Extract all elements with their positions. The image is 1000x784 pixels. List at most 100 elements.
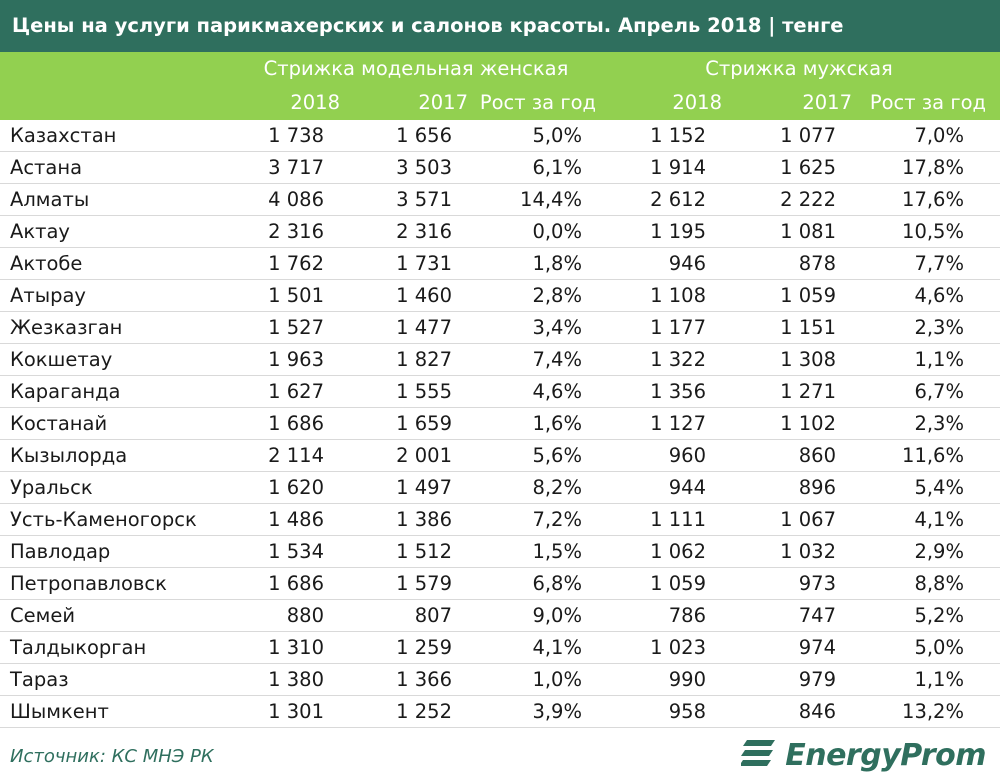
cell-m2018: 1 062 xyxy=(650,540,706,563)
group-header-row: Стрижка модельная женская Стрижка мужска… xyxy=(0,52,1000,86)
region-name: Караганда xyxy=(10,380,121,403)
region-name: Актобе xyxy=(10,252,83,275)
cell-wg: 9,0% xyxy=(532,604,582,627)
cell-w2017: 2 001 xyxy=(396,444,452,467)
region-name: Усть-Каменогорск xyxy=(10,508,197,531)
cell-w2017: 1 477 xyxy=(396,316,452,339)
table-row: Кызылорда 2 114 2 001 5,6% 960 860 11,6% xyxy=(0,440,1000,472)
cell-w2018: 880 xyxy=(286,604,324,627)
table-row: Уральск 1 620 1 497 8,2% 944 896 5,4% xyxy=(0,472,1000,504)
cell-wg: 1,6% xyxy=(532,412,582,435)
cell-m2017: 1 067 xyxy=(780,508,836,531)
region-name: Павлодар xyxy=(10,540,111,563)
cell-mg: 5,0% xyxy=(914,636,964,659)
table-row: Актау 2 316 2 316 0,0% 1 195 1 081 10,5% xyxy=(0,216,1000,248)
cell-wg: 14,4% xyxy=(520,188,582,211)
header-spacer xyxy=(0,86,228,120)
cell-w2017: 1 659 xyxy=(396,412,452,435)
subheader-growth-women: Рост за год xyxy=(479,91,596,114)
cell-w2017: 3 571 xyxy=(396,188,452,211)
region-name: Петропавловск xyxy=(10,572,167,595)
cell-mg: 7,0% xyxy=(914,124,964,147)
cell-mg: 2,3% xyxy=(914,316,964,339)
title-bar: Цены на услуги парикмахерских и салонов … xyxy=(0,0,1000,52)
cell-m2017: 979 xyxy=(798,668,836,691)
cell-w2017: 1 259 xyxy=(396,636,452,659)
region-name: Жезказган xyxy=(10,316,123,339)
cell-w2018: 1 310 xyxy=(268,636,324,659)
cell-wg: 4,1% xyxy=(532,636,582,659)
cell-m2017: 1 102 xyxy=(780,412,836,435)
cell-mg: 8,8% xyxy=(914,572,964,595)
cell-w2018: 1 380 xyxy=(268,668,324,691)
cell-mg: 6,7% xyxy=(914,380,964,403)
cell-w2017: 2 316 xyxy=(396,220,452,243)
cell-w2018: 4 086 xyxy=(268,188,324,211)
subheader-2018-men: 2018 xyxy=(672,91,722,114)
region-name: Шымкент xyxy=(10,700,109,723)
source-note: Источник: КС МНЭ РК xyxy=(10,746,214,767)
group-men-haircut: Стрижка мужская xyxy=(705,57,893,80)
table-row: Казахстан 1 738 1 656 5,0% 1 152 1 077 7,0% xyxy=(0,120,1000,152)
table-row: Костанай 1 686 1 659 1,6% 1 127 1 102 2,3% xyxy=(0,408,1000,440)
cell-w2017: 1 827 xyxy=(396,348,452,371)
cell-m2017: 1 271 xyxy=(780,380,836,403)
cell-m2017: 1 151 xyxy=(780,316,836,339)
cell-mg: 7,7% xyxy=(914,252,964,275)
cell-w2017: 1 656 xyxy=(396,124,452,147)
cell-m2018: 990 xyxy=(668,668,706,691)
cell-wg: 5,6% xyxy=(532,444,582,467)
cell-mg: 2,3% xyxy=(914,412,964,435)
cell-wg: 2,8% xyxy=(532,284,582,307)
cell-wg: 4,6% xyxy=(532,380,582,403)
cell-w2018: 1 620 xyxy=(268,476,324,499)
cell-wg: 6,1% xyxy=(532,156,582,179)
cell-m2018: 958 xyxy=(668,700,706,723)
table-row: Алматы 4 086 3 571 14,4% 2 612 2 222 17,6% xyxy=(0,184,1000,216)
region-name: Костанай xyxy=(10,412,108,435)
cell-m2017: 1 032 xyxy=(780,540,836,563)
group-women-haircut: Стрижка модельная женская xyxy=(263,57,569,80)
cell-m2017: 846 xyxy=(798,700,836,723)
cell-m2018: 960 xyxy=(668,444,706,467)
header-spacer xyxy=(0,52,228,86)
cell-wg: 8,2% xyxy=(532,476,582,499)
cell-w2018: 1 486 xyxy=(268,508,324,531)
cell-m2017: 973 xyxy=(798,572,836,595)
cell-wg: 3,4% xyxy=(532,316,582,339)
cell-mg: 13,2% xyxy=(902,700,964,723)
cell-wg: 1,0% xyxy=(532,668,582,691)
cell-w2017: 807 xyxy=(414,604,452,627)
region-name: Казахстан xyxy=(10,124,117,147)
region-name: Тараз xyxy=(10,668,69,691)
subheader-row: 2018 2017 Рост за год 2018 2017 Рост за … xyxy=(0,86,1000,120)
cell-mg: 5,4% xyxy=(914,476,964,499)
cell-wg: 5,0% xyxy=(532,124,582,147)
region-name: Актау xyxy=(10,220,70,243)
cell-m2017: 1 308 xyxy=(780,348,836,371)
region-name: Астана xyxy=(10,156,83,179)
cell-w2017: 3 503 xyxy=(396,156,452,179)
table-row: Актобе 1 762 1 731 1,8% 946 878 7,7% xyxy=(0,248,1000,280)
cell-wg: 7,2% xyxy=(532,508,582,531)
cell-mg: 1,1% xyxy=(914,348,964,371)
region-name: Талдыкорган xyxy=(10,636,147,659)
cell-m2017: 896 xyxy=(798,476,836,499)
logo-text: EnergyProm xyxy=(785,737,986,773)
cell-m2017: 2 222 xyxy=(780,188,836,211)
table-header: Стрижка модельная женская Стрижка мужска… xyxy=(0,52,1000,120)
cell-wg: 7,4% xyxy=(532,348,582,371)
table-row: Талдыкорган 1 310 1 259 4,1% 1 023 974 5,0% xyxy=(0,632,1000,664)
cell-m2017: 974 xyxy=(798,636,836,659)
cell-w2017: 1 512 xyxy=(396,540,452,563)
region-name: Кокшетау xyxy=(10,348,113,371)
cell-w2018: 2 114 xyxy=(268,444,324,467)
cell-m2018: 786 xyxy=(668,604,706,627)
energyprom-logo-icon xyxy=(739,736,779,774)
table-body: Казахстан 1 738 1 656 5,0% 1 152 1 077 7,0% Аст… xyxy=(0,120,1000,728)
table-row: Караганда 1 627 1 555 4,6% 1 356 1 271 6,7% xyxy=(0,376,1000,408)
cell-mg: 2,9% xyxy=(914,540,964,563)
cell-m2018: 1 914 xyxy=(650,156,706,179)
cell-m2018: 1 356 xyxy=(650,380,706,403)
cell-m2017: 747 xyxy=(798,604,836,627)
